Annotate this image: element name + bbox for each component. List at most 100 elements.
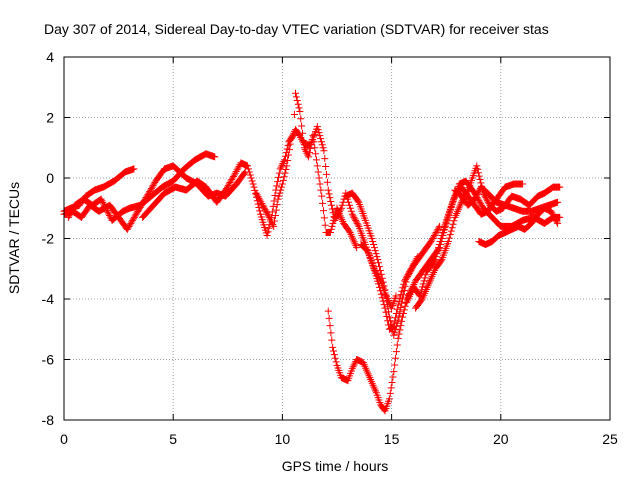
y-tick-label: 0 — [46, 170, 54, 186]
data-point — [475, 172, 483, 180]
data-point — [450, 217, 458, 225]
data-point — [125, 222, 133, 230]
data-point — [316, 132, 324, 140]
data-point — [222, 186, 230, 194]
data-point — [405, 269, 413, 277]
data-point — [270, 222, 278, 230]
data-point — [395, 330, 403, 338]
data-point — [387, 384, 395, 392]
data-point — [399, 313, 407, 321]
data-point — [349, 363, 357, 371]
data-point — [103, 207, 111, 215]
data-point — [429, 235, 437, 242]
data-point — [476, 198, 484, 206]
data-point — [474, 169, 482, 177]
data-point — [390, 331, 398, 339]
data-point — [65, 212, 73, 220]
data-point — [284, 156, 292, 164]
data-point — [326, 322, 334, 330]
data-point — [276, 189, 284, 197]
data-point — [553, 218, 561, 226]
data-point — [302, 147, 310, 155]
data-point — [431, 230, 439, 238]
data-point — [262, 207, 270, 215]
data-point — [373, 269, 381, 277]
data-point — [326, 228, 334, 236]
data-point — [386, 317, 394, 325]
data-point — [324, 307, 332, 315]
data-points — [60, 89, 564, 415]
data-point — [484, 198, 492, 206]
data-point — [313, 123, 321, 131]
data-point — [554, 198, 562, 206]
data-point — [348, 365, 356, 373]
data-point — [311, 144, 319, 152]
data-point — [548, 209, 556, 217]
data-point — [296, 132, 304, 140]
data-point — [370, 241, 378, 249]
data-point — [336, 206, 344, 214]
data-point — [389, 373, 397, 381]
data-point — [264, 210, 272, 218]
series-track-12 — [451, 183, 562, 215]
data-point — [268, 208, 276, 216]
data-point — [319, 199, 327, 207]
data-point — [386, 389, 394, 397]
data-point — [385, 313, 393, 321]
data-point — [130, 165, 138, 173]
data-point — [293, 97, 301, 105]
data-point — [286, 140, 294, 148]
data-point — [385, 308, 393, 316]
data-point — [417, 296, 425, 304]
data-point — [398, 317, 406, 325]
data-point — [224, 182, 232, 190]
data-point — [433, 250, 441, 258]
data-point — [432, 228, 440, 236]
data-point — [397, 322, 405, 330]
data-point — [276, 165, 284, 173]
data-point — [391, 328, 399, 336]
x-tick-label: 15 — [384, 431, 400, 447]
data-point — [392, 354, 400, 362]
data-point — [146, 186, 154, 194]
data-point — [281, 169, 289, 177]
data-point — [285, 146, 293, 154]
data-point — [245, 168, 253, 176]
data-point — [327, 197, 335, 205]
data-point — [345, 227, 353, 235]
data-point — [398, 299, 406, 307]
data-point — [312, 150, 320, 158]
data-point — [129, 215, 137, 223]
data-point — [471, 195, 479, 203]
data-point — [98, 197, 106, 205]
data-point — [263, 209, 271, 217]
data-point — [448, 224, 456, 232]
data-point — [352, 216, 360, 224]
data-point — [328, 336, 336, 344]
data-point — [374, 256, 382, 264]
data-point — [374, 259, 382, 267]
data-point — [148, 183, 156, 191]
data-point — [328, 222, 336, 230]
data-point — [269, 221, 277, 229]
data-point — [129, 216, 137, 224]
grid-lines — [64, 57, 610, 420]
y-axis-label: SDTVAR / TECUs — [6, 182, 22, 294]
data-point — [427, 238, 435, 246]
data-point — [240, 169, 248, 177]
data-point — [256, 207, 264, 215]
data-point — [64, 213, 72, 221]
data-point — [327, 225, 335, 233]
data-point — [349, 212, 357, 220]
data-point — [68, 207, 76, 215]
data-point — [297, 115, 305, 123]
data-point — [354, 221, 362, 229]
data-point — [474, 165, 482, 173]
data-point — [371, 266, 379, 274]
data-point — [263, 231, 271, 239]
data-point — [250, 183, 258, 191]
data-point — [385, 395, 393, 403]
data-point — [249, 180, 257, 188]
data-point — [400, 306, 408, 314]
data-point — [321, 155, 329, 163]
